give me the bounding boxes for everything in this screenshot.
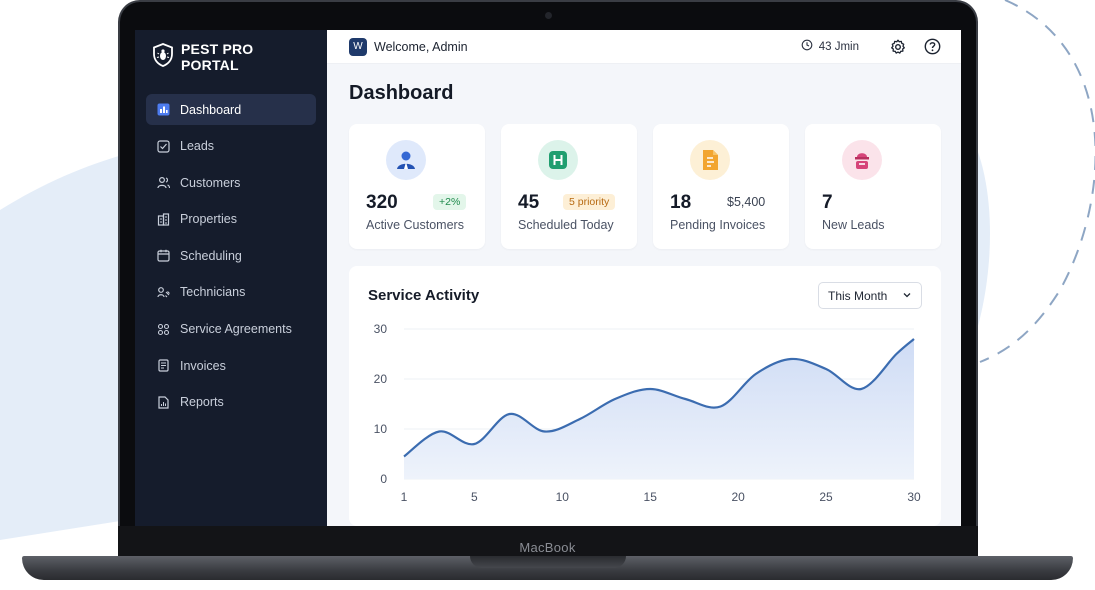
stat-card-pending-invoices[interactable]: 18 $5,400 Pending Invoices: [653, 124, 789, 249]
period-select-value: This Month: [828, 288, 888, 303]
stat-value: 320: [366, 192, 398, 213]
x-tick-label: 25: [819, 490, 833, 504]
timer[interactable]: 43 Jmin: [801, 39, 859, 54]
building-icon: [157, 213, 170, 226]
app-logo[interactable]: PEST PRO PORTAL: [146, 41, 316, 73]
calendar-icon: [157, 249, 170, 262]
welcome-text: Welcome, Admin: [374, 39, 468, 54]
stat-label: Active Customers: [366, 218, 464, 232]
y-tick-label: 0: [380, 472, 387, 486]
users-icon: [157, 176, 170, 189]
stat-value: 18: [670, 192, 692, 213]
sidebar-item-label: Technicians: [180, 285, 246, 300]
page-title: Dashboard: [349, 82, 454, 104]
stat-value: 7: [822, 192, 833, 213]
stat-card-new-leads[interactable]: 7 New Leads: [805, 124, 941, 249]
sidebar-item-label: Properties: [180, 212, 237, 227]
laptop-lip: [118, 526, 978, 558]
x-tick-label: 5: [471, 490, 478, 504]
service-activity-title: Service Activity: [368, 287, 480, 304]
device-brand: MacBook: [519, 540, 576, 555]
timer-value: 43 Jmin: [818, 40, 859, 53]
period-select[interactable]: This Month: [818, 282, 922, 309]
lead-icon: [842, 140, 882, 180]
screen: PEST PRO PORTAL Dashboard Leads Customer…: [135, 30, 961, 526]
camera: [545, 12, 552, 19]
sidebar-item-customers[interactable]: Customers: [146, 167, 316, 198]
x-tick-label: 30: [907, 490, 921, 504]
content: Dashboard 320 +2% Active Customers: [327, 64, 961, 526]
stat-card-active-customers[interactable]: 320 +2% Active Customers: [349, 124, 485, 249]
customer-icon: [386, 140, 426, 180]
stat-label: Scheduled Today: [518, 218, 614, 232]
help-icon[interactable]: [923, 38, 941, 56]
sidebar-item-scheduling[interactable]: Scheduling: [146, 240, 316, 271]
schedule-icon: [538, 140, 578, 180]
technician-icon: [157, 286, 170, 299]
dashboard-icon: [157, 103, 170, 116]
report-icon: [157, 396, 170, 409]
agreement-icon: [157, 323, 170, 336]
checkbox-icon: [157, 139, 170, 153]
service-activity-panel: Service Activity This Month 0 10 20 30 1 5 10 1…: [349, 266, 941, 526]
top-bar: W Welcome, Admin 43 Jmin: [327, 30, 961, 64]
invoice-icon: [157, 359, 170, 372]
sidebar-item-leads[interactable]: Leads: [146, 131, 316, 162]
status-badge: +2%: [433, 194, 467, 210]
x-tick-label: 10: [556, 490, 570, 504]
sidebar-item-label: Dashboard: [180, 102, 242, 117]
timer-icon: [801, 39, 813, 54]
sidebar-item-label: Service Agreements: [180, 322, 292, 337]
laptop-notch: [470, 556, 626, 568]
series-area: [404, 339, 914, 479]
sidebar-item-technicians[interactable]: Technicians: [146, 277, 316, 308]
sidebar: PEST PRO PORTAL Dashboard Leads Customer…: [135, 30, 327, 526]
sidebar-item-dashboard[interactable]: Dashboard: [146, 94, 316, 125]
shield-icon: [152, 42, 174, 72]
sidebar-item-label: Scheduling: [180, 248, 242, 263]
chevron-down-icon: [902, 289, 912, 303]
stat-card-scheduled-today[interactable]: 45 5 priority Scheduled Today: [501, 124, 637, 249]
x-tick-label: 15: [644, 490, 658, 504]
stat-value: 45: [518, 192, 540, 213]
x-tick-label: 1: [401, 490, 408, 504]
avatar[interactable]: W: [349, 37, 367, 56]
stat-cards: 320 +2% Active Customers 45 5 priority S…: [349, 124, 941, 249]
sidebar-item-reports[interactable]: Reports: [146, 387, 316, 418]
main-area: W Welcome, Admin 43 Jmin Dashboard: [327, 30, 961, 526]
x-tick-label: 20: [731, 490, 745, 504]
sidebar-item-label: Reports: [180, 395, 224, 410]
stat-label: Pending Invoices: [670, 218, 766, 232]
sidebar-item-properties[interactable]: Properties: [146, 204, 316, 235]
gear-icon[interactable]: [889, 38, 907, 56]
sidebar-item-service-agreements[interactable]: Service Agreements: [146, 314, 316, 345]
y-tick-label: 30: [374, 322, 388, 336]
stat-label: New Leads: [822, 218, 885, 232]
invoice-amount: $5,400: [727, 195, 766, 209]
sidebar-item-label: Customers: [180, 175, 241, 190]
invoice-doc-icon: [690, 140, 730, 180]
sidebar-item-label: Leads: [180, 139, 215, 154]
priority-badge: 5 priority: [563, 194, 616, 210]
y-tick-label: 20: [374, 372, 388, 386]
sidebar-item-label: Invoices: [180, 358, 226, 373]
y-tick-label: 10: [374, 422, 388, 436]
series-line: [403, 338, 915, 458]
sidebar-item-invoices[interactable]: Invoices: [146, 350, 316, 381]
app-name: PEST PRO PORTAL: [181, 41, 254, 73]
